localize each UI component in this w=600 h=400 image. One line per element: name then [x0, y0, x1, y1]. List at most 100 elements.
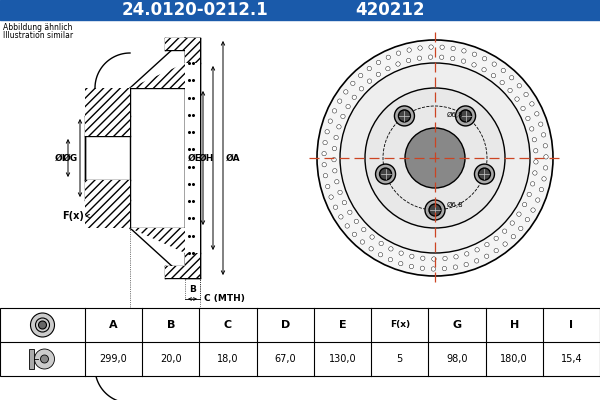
Circle shape — [352, 232, 356, 236]
Circle shape — [417, 56, 422, 60]
Bar — [29, 349, 34, 369]
Circle shape — [325, 130, 329, 134]
Circle shape — [406, 58, 411, 63]
Circle shape — [418, 46, 422, 50]
Circle shape — [35, 349, 55, 369]
Circle shape — [534, 160, 538, 164]
Circle shape — [338, 190, 342, 194]
Circle shape — [332, 158, 336, 162]
Circle shape — [484, 254, 489, 258]
Text: C (MTH): C (MTH) — [204, 294, 245, 304]
Circle shape — [542, 177, 546, 181]
Circle shape — [530, 127, 534, 131]
Circle shape — [475, 248, 479, 252]
Bar — [165, 266, 185, 278]
Text: 180,0: 180,0 — [500, 354, 528, 364]
Circle shape — [409, 264, 413, 269]
Circle shape — [462, 49, 466, 53]
Bar — [185, 38, 200, 278]
Circle shape — [315, 38, 555, 278]
Circle shape — [429, 204, 441, 216]
Circle shape — [410, 254, 414, 258]
Text: G: G — [452, 320, 461, 330]
Circle shape — [332, 146, 337, 151]
Text: ØH: ØH — [199, 154, 214, 162]
Polygon shape — [130, 228, 185, 253]
Circle shape — [541, 133, 546, 137]
Circle shape — [370, 235, 374, 239]
Circle shape — [398, 261, 403, 266]
Circle shape — [502, 229, 507, 233]
Text: B: B — [167, 320, 175, 330]
Circle shape — [344, 90, 348, 94]
Circle shape — [508, 88, 512, 93]
Circle shape — [525, 217, 530, 222]
Circle shape — [41, 355, 49, 363]
Circle shape — [521, 106, 525, 111]
Circle shape — [539, 188, 544, 192]
Circle shape — [535, 112, 539, 116]
Text: ØI: ØI — [55, 154, 66, 162]
Circle shape — [494, 248, 499, 253]
Circle shape — [485, 242, 489, 247]
Text: 20,0: 20,0 — [160, 354, 182, 364]
Circle shape — [347, 210, 352, 214]
Circle shape — [360, 240, 365, 244]
Circle shape — [376, 164, 395, 184]
Circle shape — [533, 148, 538, 153]
Text: D: D — [281, 320, 290, 330]
Text: I: I — [569, 320, 574, 330]
Circle shape — [335, 180, 339, 184]
Circle shape — [379, 241, 383, 246]
Circle shape — [531, 208, 535, 212]
Circle shape — [491, 74, 496, 78]
Bar — [165, 38, 185, 50]
Circle shape — [399, 251, 403, 255]
Text: ØG: ØG — [63, 154, 78, 162]
Circle shape — [405, 128, 465, 188]
Circle shape — [328, 119, 332, 123]
Text: C: C — [224, 320, 232, 330]
Circle shape — [334, 135, 338, 140]
Circle shape — [526, 116, 530, 121]
Text: F(x): F(x) — [62, 211, 84, 221]
Text: 67,0: 67,0 — [274, 354, 296, 364]
Circle shape — [482, 56, 487, 61]
Circle shape — [352, 95, 356, 100]
Circle shape — [332, 168, 337, 173]
Circle shape — [517, 84, 521, 88]
Circle shape — [346, 104, 350, 109]
Circle shape — [432, 257, 436, 261]
Circle shape — [536, 198, 540, 202]
Bar — [85, 88, 130, 116]
Circle shape — [431, 267, 436, 271]
Circle shape — [524, 92, 528, 97]
Circle shape — [533, 171, 537, 175]
Circle shape — [515, 97, 519, 101]
Text: E: E — [338, 320, 346, 330]
Polygon shape — [130, 63, 185, 88]
Circle shape — [388, 258, 392, 262]
Circle shape — [530, 102, 534, 106]
Circle shape — [337, 99, 342, 103]
Circle shape — [323, 140, 327, 145]
Text: 130,0: 130,0 — [329, 354, 356, 364]
Circle shape — [492, 62, 496, 66]
Circle shape — [451, 46, 455, 51]
Bar — [0, 0, 600, 20]
Circle shape — [429, 45, 433, 49]
Circle shape — [326, 184, 330, 189]
Circle shape — [454, 254, 458, 259]
Circle shape — [443, 256, 447, 261]
Text: 24.0120-0212.1: 24.0120-0212.1 — [122, 1, 268, 19]
Circle shape — [439, 55, 444, 60]
Text: A: A — [109, 320, 118, 330]
Circle shape — [464, 252, 469, 256]
Circle shape — [358, 73, 363, 78]
Bar — [185, 38, 200, 63]
Text: 299,0: 299,0 — [100, 354, 127, 364]
Circle shape — [428, 55, 433, 59]
Circle shape — [376, 72, 380, 76]
Circle shape — [31, 313, 55, 337]
Circle shape — [472, 52, 476, 56]
